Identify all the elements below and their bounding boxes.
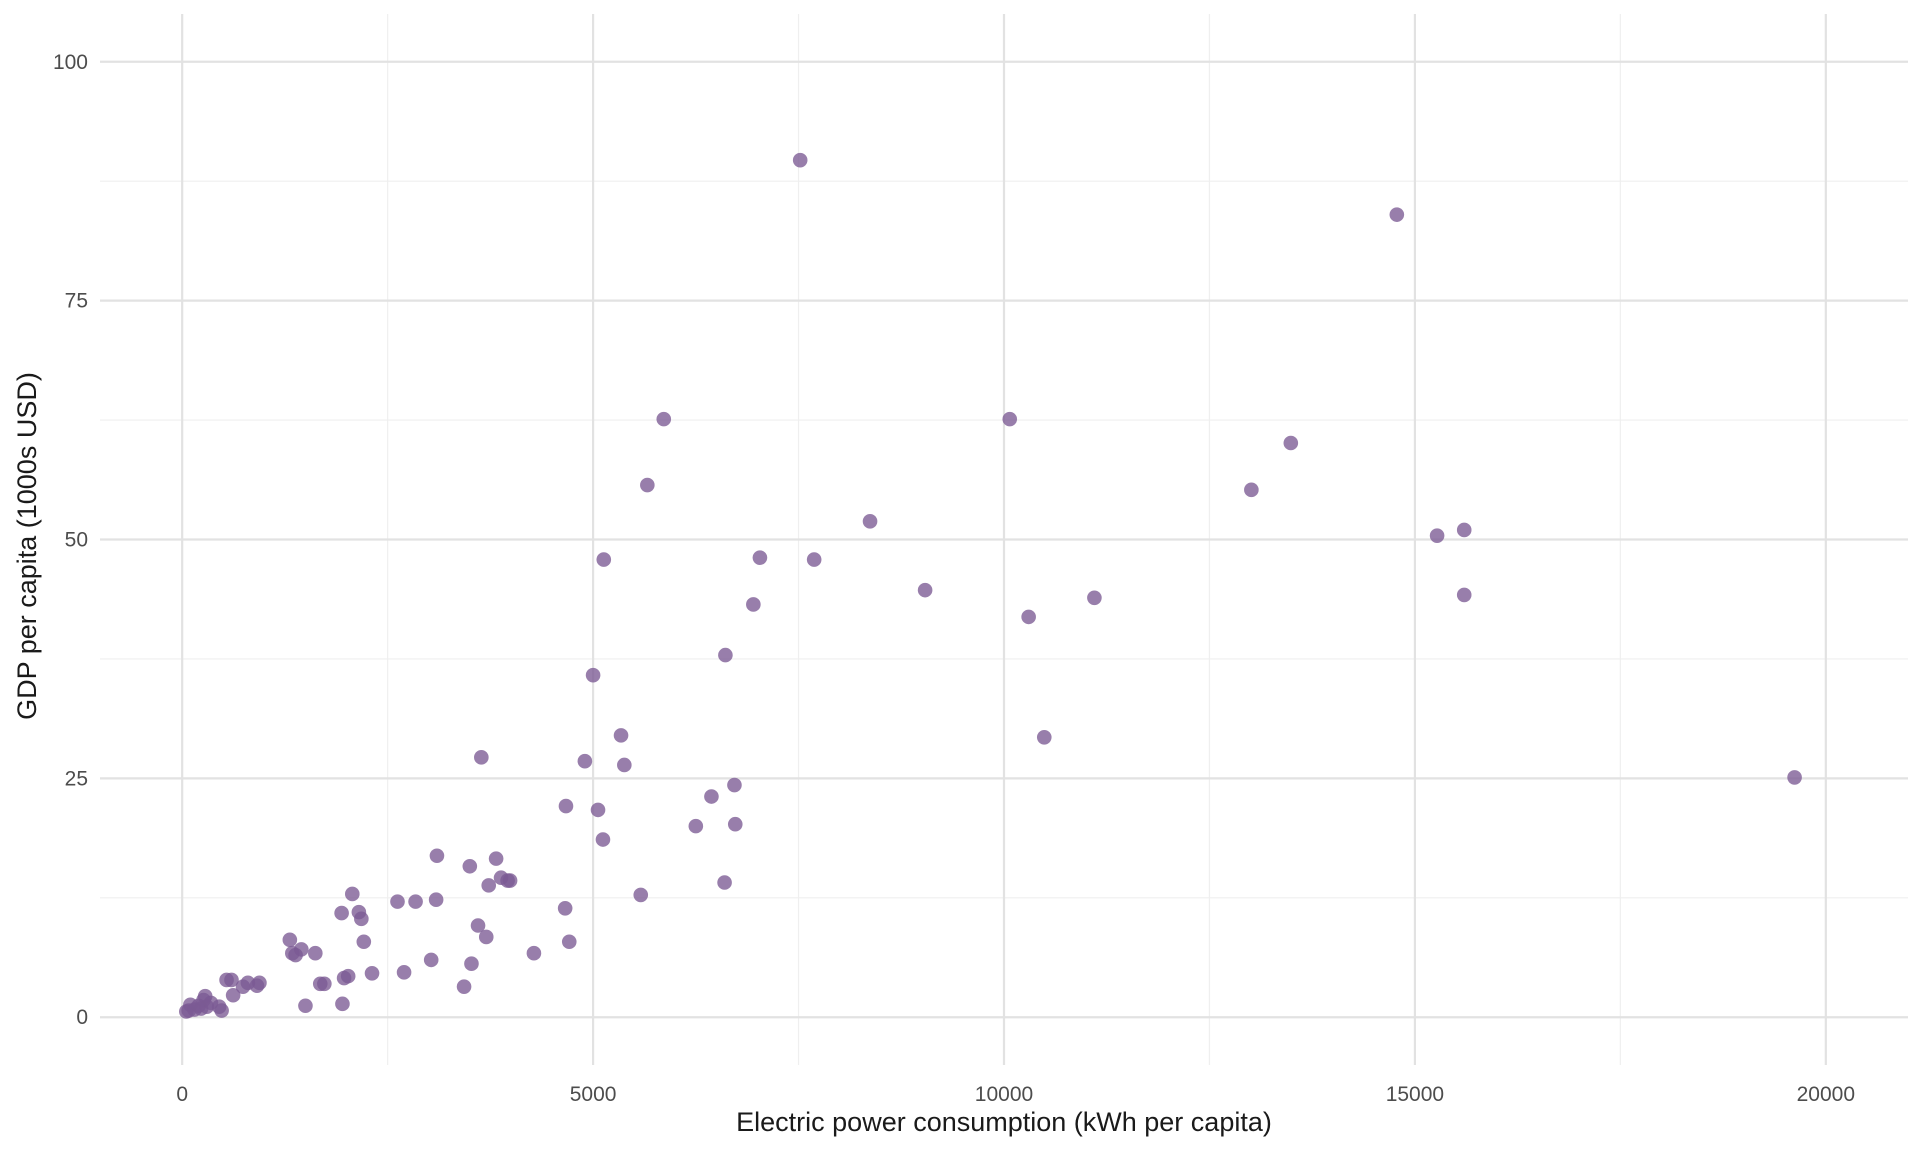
data-point [577, 753, 593, 769]
data-point [464, 956, 479, 972]
data-point [640, 477, 655, 493]
data-point [561, 934, 577, 950]
x-tick-label: 15000 [1386, 1083, 1444, 1106]
y-tick-label: 0 [76, 1006, 88, 1029]
data-point [282, 932, 298, 948]
data-point [746, 597, 761, 612]
data-point [214, 1003, 229, 1018]
data-point [356, 934, 372, 950]
data-point [224, 972, 239, 988]
data-point [752, 550, 768, 565]
data-point [718, 647, 733, 663]
y-axis-title: GDP per capita (1000s USD) [12, 372, 42, 720]
x-tick-label: 5000 [570, 1083, 617, 1106]
data-point [423, 952, 439, 968]
data-point [633, 887, 649, 903]
data-point [1021, 609, 1036, 625]
data-point [354, 911, 369, 927]
data-point [656, 411, 672, 427]
y-tick-label: 50 [65, 529, 88, 552]
data-point [1036, 729, 1052, 745]
data-point [225, 987, 241, 1003]
data-point [456, 979, 472, 994]
x-axis-title: Electric power consumption (kWh per capi… [736, 1107, 1272, 1137]
data-point [727, 777, 742, 793]
data-points [178, 152, 1802, 1019]
data-point [590, 802, 606, 818]
data-point [806, 552, 822, 567]
data-point [613, 728, 629, 743]
data-point [334, 905, 349, 921]
data-point [317, 976, 332, 992]
y-tick-label: 75 [65, 290, 88, 313]
data-point [429, 848, 445, 864]
data-point [344, 886, 360, 902]
y-tick-label: 25 [65, 767, 88, 790]
data-point [340, 968, 356, 984]
data-point [252, 975, 267, 991]
data-point [1787, 770, 1802, 785]
data-point [470, 918, 486, 933]
data-point [294, 942, 309, 957]
data-point [585, 667, 601, 683]
data-point [502, 873, 518, 888]
data-point [1283, 435, 1299, 451]
data-point [1002, 411, 1018, 427]
data-point [704, 789, 719, 804]
data-point [335, 996, 350, 1012]
data-point [298, 998, 313, 1014]
data-point [557, 901, 573, 916]
data-point [408, 894, 423, 909]
data-point [862, 514, 878, 529]
data-point [792, 152, 808, 168]
data-point [727, 816, 743, 832]
data-point [308, 945, 323, 961]
data-point [1087, 590, 1102, 606]
data-point [595, 832, 611, 847]
data-point [474, 750, 489, 765]
y-tick-label: 100 [53, 51, 88, 74]
data-point [364, 965, 380, 981]
data-point [526, 945, 542, 961]
data-point [462, 858, 478, 874]
x-tick-label: 10000 [975, 1083, 1033, 1106]
data-point [688, 818, 704, 834]
data-point [478, 929, 494, 945]
data-point [1244, 482, 1259, 498]
data-point [481, 878, 497, 893]
x-axis-tick-labels: 0 5000 10000 15000 20000 [176, 1083, 1855, 1106]
grid-lines [100, 14, 1908, 1065]
data-point [1429, 528, 1445, 543]
data-point [596, 552, 612, 567]
x-tick-label: 0 [176, 1083, 188, 1106]
data-point [390, 894, 405, 909]
x-tick-label: 20000 [1797, 1083, 1855, 1106]
data-point [488, 851, 504, 866]
data-point [428, 892, 444, 908]
data-point [396, 965, 412, 980]
data-point [917, 582, 933, 598]
data-point [1456, 522, 1472, 538]
data-point [1456, 587, 1472, 603]
data-point [558, 798, 574, 814]
data-point [717, 875, 732, 890]
data-point [617, 757, 632, 773]
y-axis-tick-labels: 0 25 50 75 100 [53, 51, 88, 1029]
data-point [1389, 207, 1405, 222]
